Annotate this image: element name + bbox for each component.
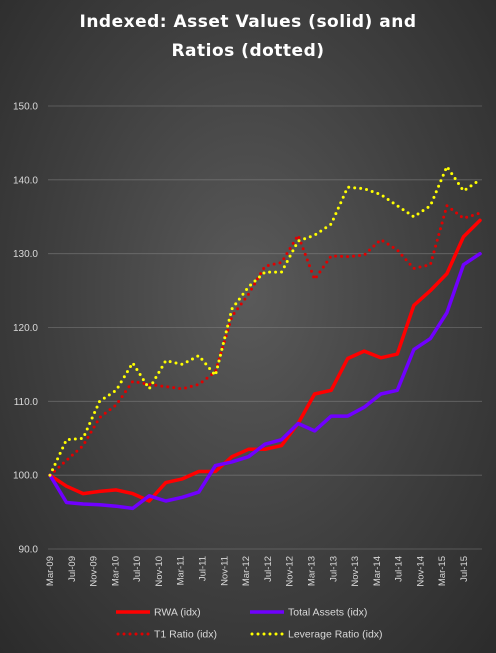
y-tick-label: 90.0 — [19, 545, 39, 556]
x-tick-label: Nov-11 — [219, 556, 230, 586]
x-tick-label: Nov-13 — [350, 556, 361, 587]
x-tick-label: Jul-15 — [459, 556, 470, 582]
series-line-t1-ratio-idx — [48, 204, 482, 477]
y-tick-label: 100.0 — [13, 471, 38, 482]
legend-label: Total Assets (idx) — [288, 607, 367, 619]
gridlines — [48, 105, 482, 550]
x-tick-label: Mar-11 — [176, 556, 187, 585]
x-tick-label: Mar-09 — [45, 556, 56, 586]
y-tick-label: 120.0 — [13, 323, 38, 334]
legend-label: Leverage Ratio (idx) — [288, 629, 383, 641]
x-tick-label: Mar-15 — [437, 556, 448, 586]
x-tick-label: Nov-14 — [415, 556, 426, 587]
y-tick-label: 150.0 — [13, 102, 38, 113]
x-tick-label: Jul-12 — [263, 556, 274, 582]
chart-title-line-2: Ratios (dotted) — [171, 41, 324, 61]
x-tick-label: Jul-11 — [198, 556, 209, 581]
x-tick-label: Mar-14 — [372, 556, 383, 586]
x-tick-label: Jul-14 — [394, 556, 405, 582]
series-line-leverage-ratio-idx — [48, 165, 482, 477]
series-line-total-assets-idx — [48, 251, 482, 511]
y-tick-label: 110.0 — [14, 397, 39, 408]
chart-title-line-1: Indexed: Asset Values (solid) and — [80, 12, 417, 32]
x-tick-label: Nov-10 — [154, 556, 165, 587]
x-tick-label: Jul-09 — [67, 556, 78, 582]
x-tick-label: Mar-13 — [306, 556, 317, 586]
legend-label: RWA (idx) — [154, 607, 201, 619]
x-tick-label: Nov-12 — [285, 556, 296, 587]
legend: RWA (idx) Total Assets (idx) T1 Ratio (idx… — [116, 607, 383, 641]
series-lines — [48, 165, 482, 511]
x-axis-ticks: Mar-09 Jul-09 Nov-09 Mar-10 Jul-10 Nov-10 Mar-… — [45, 556, 470, 587]
x-tick-label: Jul-13 — [328, 556, 339, 582]
x-tick-label: Jul-10 — [132, 556, 143, 582]
y-tick-label: 140.0 — [13, 175, 38, 186]
x-tick-label: Nov-09 — [89, 556, 100, 587]
legend-label: T1 Ratio (idx) — [154, 629, 217, 641]
x-tick-label: Mar-10 — [110, 556, 121, 586]
x-tick-label: Mar-12 — [241, 556, 252, 586]
y-axis-ticks: 90.0 100.0 110.0 120.0 130.0 140.0 150.0 — [13, 102, 38, 556]
y-tick-label: 130.0 — [13, 249, 38, 260]
series-line-rwa-idx — [48, 218, 482, 503]
